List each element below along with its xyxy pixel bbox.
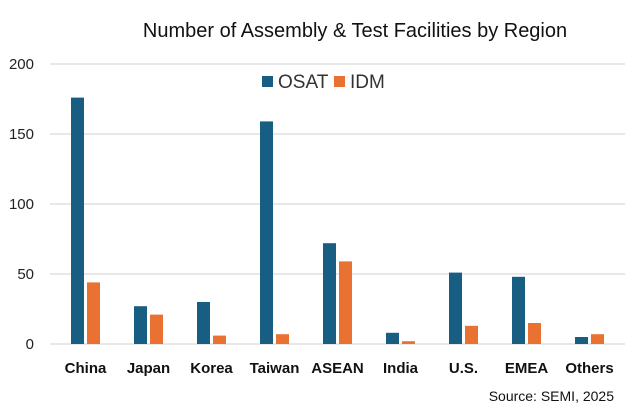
bar-idm-emea <box>528 323 541 344</box>
bar-osat-india <box>386 332 399 344</box>
x-tick-label: ASEAN <box>311 360 364 377</box>
bar-idm-china <box>87 282 100 344</box>
source-note: Source: SEMI, 2025 <box>488 388 614 404</box>
bar-osat-japan <box>134 306 147 344</box>
bar-idm-japan <box>150 314 163 344</box>
bar-idm-korea <box>213 335 226 344</box>
legend-label: OSAT <box>278 72 329 93</box>
x-tick-label: U.S. <box>449 360 478 377</box>
x-tick-label: Taiwan <box>250 360 300 377</box>
y-tick-label: 50 <box>17 266 34 283</box>
bar-idm-asean <box>339 261 352 344</box>
x-tick-label: China <box>65 360 107 377</box>
x-tick-label: Japan <box>127 360 170 377</box>
x-tick-label: Others <box>565 360 613 377</box>
x-tick-label: EMEA <box>505 360 549 377</box>
bar-osat-china <box>71 97 84 344</box>
bar-osat-others <box>575 337 588 344</box>
y-tick-label: 0 <box>26 336 34 353</box>
legend-swatch <box>334 76 345 87</box>
bar-idm-us <box>465 325 478 344</box>
bar-idm-taiwan <box>276 334 289 344</box>
x-tick-label: Korea <box>190 360 233 377</box>
legend-label: IDM <box>350 72 385 93</box>
bar-osat-emea <box>512 276 525 344</box>
bar-osat-korea <box>197 302 210 344</box>
bar-idm-others <box>591 334 604 344</box>
chart-title: Number of Assembly & Test Facilities by … <box>142 20 568 42</box>
bar-osat-us <box>449 272 462 344</box>
bar-osat-asean <box>323 243 336 344</box>
legend-swatch <box>262 76 273 87</box>
y-tick-label: 200 <box>9 56 34 73</box>
y-tick-label: 150 <box>9 126 34 143</box>
y-tick-label: 100 <box>9 196 34 213</box>
x-tick-label: India <box>383 360 419 377</box>
bar-osat-taiwan <box>260 121 273 345</box>
bar-idm-india <box>402 341 415 344</box>
